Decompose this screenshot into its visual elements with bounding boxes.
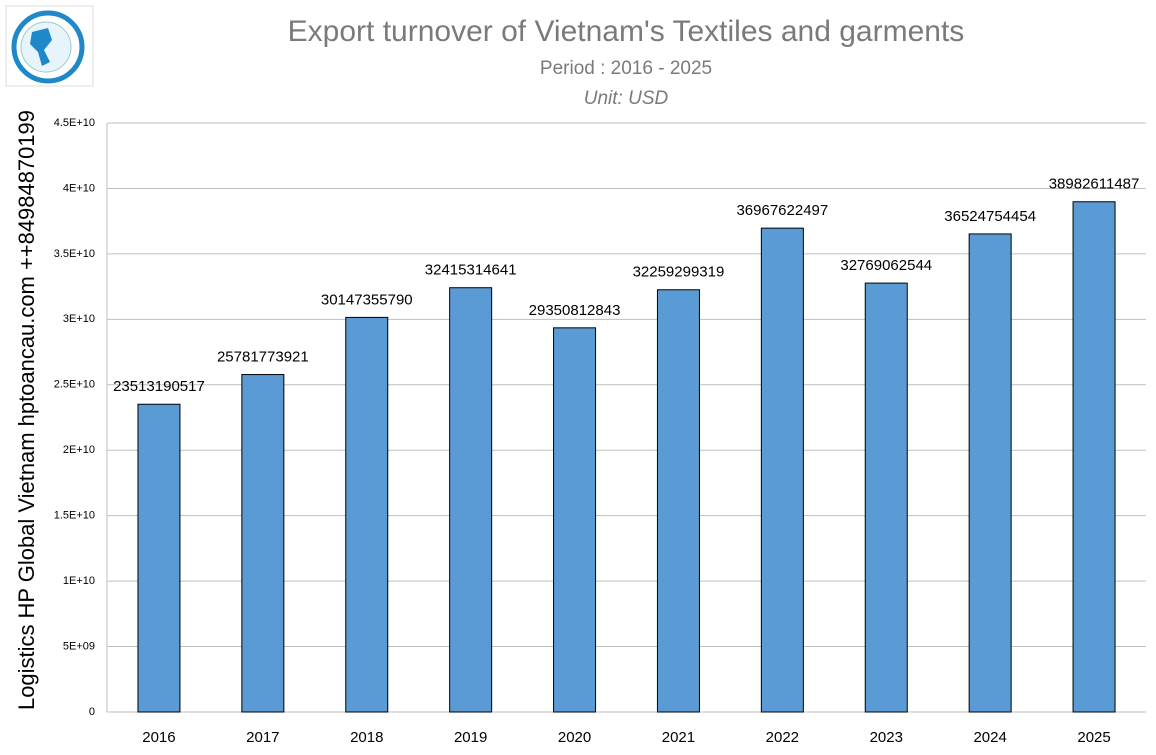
x-tick-label: 2022 — [766, 729, 799, 746]
chart-unit: Unit: USD — [584, 88, 669, 109]
y-tick-label: 2.5E+10 — [54, 379, 95, 391]
x-tick-label: 2016 — [142, 729, 175, 746]
y-tick-label: 0 — [89, 706, 95, 718]
bar — [1072, 201, 1116, 713]
y-tick-label: 4.5E+10 — [54, 117, 95, 129]
bar — [864, 282, 908, 713]
x-tick-label: 2018 — [350, 729, 383, 746]
bar — [656, 289, 700, 713]
value-label: 32415314641 — [425, 262, 517, 279]
y-tick-label: 2E+10 — [63, 444, 95, 456]
x-tick-label: 2025 — [1077, 729, 1110, 746]
value-label: 23513190517 — [113, 378, 205, 395]
value-label: 29350812843 — [529, 302, 621, 319]
y-tick-label: 3.5E+10 — [54, 248, 95, 260]
y-tick-label: 4E+10 — [63, 182, 95, 194]
x-tick-label: 2024 — [973, 729, 1006, 746]
y-tick-label: 1.5E+10 — [54, 510, 95, 522]
bar — [241, 374, 285, 713]
y-axis-label: Logistics HP Global Vietnam hptoancau.co… — [14, 110, 39, 710]
value-label: 36524754454 — [944, 208, 1036, 225]
chart-subtitle: Period : 2016 - 2025 — [540, 58, 712, 79]
y-tick-label: 5E+09 — [63, 640, 95, 652]
value-label: 38982611487 — [1049, 176, 1140, 193]
x-tick-label: 2017 — [246, 729, 279, 746]
value-label: 32769062544 — [840, 257, 932, 274]
logo-ring — [11, 10, 85, 84]
value-label: 30147355790 — [321, 291, 413, 308]
logo-land — [30, 28, 52, 66]
bar — [137, 403, 181, 713]
value-label: 32259299319 — [633, 264, 725, 281]
x-tick-label: 2020 — [558, 729, 591, 746]
x-tick-label: 2019 — [454, 729, 487, 746]
bar — [345, 316, 389, 713]
x-tick-label: 2021 — [662, 729, 695, 746]
x-tick-label: 2023 — [870, 729, 903, 746]
value-label: 25781773921 — [217, 349, 309, 366]
logo — [5, 5, 94, 87]
chart-title: Export turnover of Vietnam's Textiles an… — [288, 15, 965, 48]
y-tick-label: 1E+10 — [63, 575, 95, 587]
bar — [760, 227, 804, 713]
value-label: 36967622497 — [736, 202, 828, 219]
bar — [553, 327, 597, 713]
bar — [449, 287, 493, 713]
bar — [968, 233, 1012, 713]
y-tick-label: 3E+10 — [63, 313, 95, 325]
